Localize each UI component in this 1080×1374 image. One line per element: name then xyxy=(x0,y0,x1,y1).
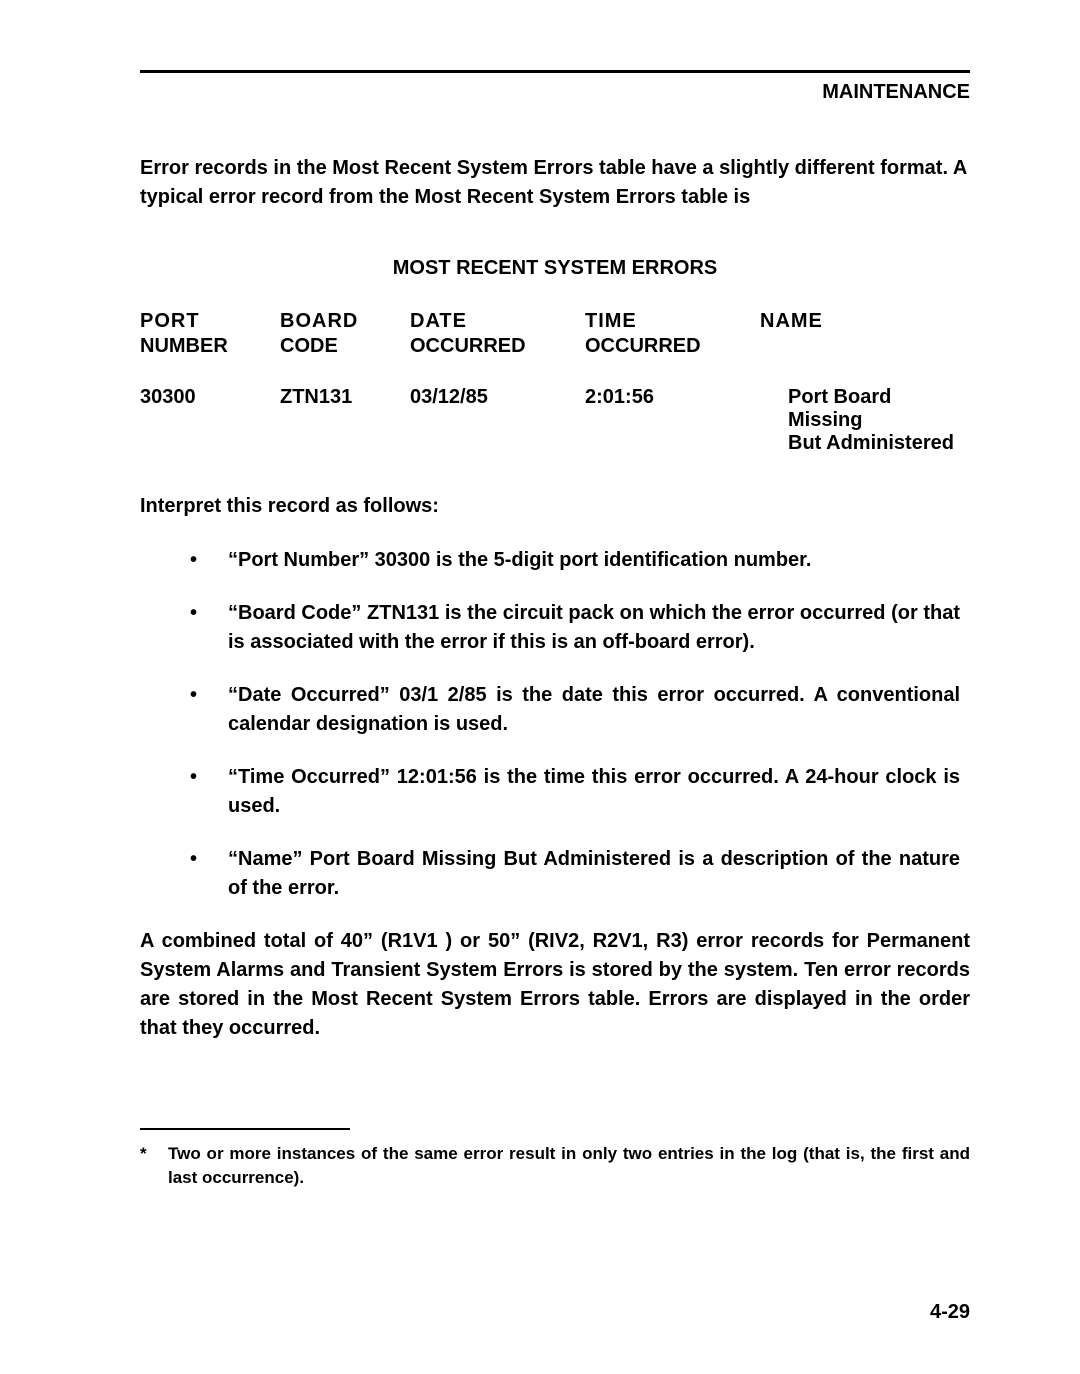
table-title: MOST RECENT SYSTEM ERRORS xyxy=(140,257,970,280)
list-item: • “Time Occurred” 12:01:56 is the time t… xyxy=(190,763,960,821)
interpret-label: Interpret this record as follows: xyxy=(140,495,970,518)
intro-paragraph: Error records in the Most Recent System … xyxy=(140,154,970,212)
col-name-sub xyxy=(760,335,970,358)
cell-name-line2: But Administered xyxy=(760,432,970,455)
footnote-rule xyxy=(140,1128,350,1130)
col-date: DATE xyxy=(410,310,585,333)
cell-time: 2:01:56 xyxy=(585,386,760,455)
col-date-sub: OCCURRED xyxy=(410,335,585,358)
list-item: • “Date Occurred” 03/1 2/85 is the date … xyxy=(190,681,960,739)
cell-name-line1: Port Board Missing xyxy=(760,386,970,432)
col-port: PORT xyxy=(140,310,280,333)
table-subheader-row: NUMBER CODE OCCURRED OCCURRED xyxy=(140,335,970,358)
col-board: BOARD xyxy=(280,310,410,333)
footnote: * Two or more instances of the same erro… xyxy=(140,1142,970,1190)
bullet-text: “Time Occurred” 12:01:56 is the time thi… xyxy=(228,763,960,821)
table-data-row: 30300 ZTN131 03/12/85 2:01:56 Port Board… xyxy=(140,386,970,455)
bullet-text: “Port Number” 30300 is the 5-digit port … xyxy=(228,546,960,575)
bullet-list: • “Port Number” 30300 is the 5-digit por… xyxy=(190,546,960,903)
col-time-sub: OCCURRED xyxy=(585,335,760,358)
bullet-icon: • xyxy=(190,546,228,575)
header-section-label: MAINTENANCE xyxy=(140,81,970,104)
bullet-icon: • xyxy=(190,681,228,739)
bullet-icon: • xyxy=(190,845,228,903)
table-header-row: PORT BOARD DATE TIME NAME xyxy=(140,310,970,333)
bullet-icon: • xyxy=(190,763,228,821)
cell-board: ZTN131 xyxy=(280,386,410,455)
cell-date: 03/12/85 xyxy=(410,386,585,455)
closing-paragraph: A combined total of 40” (R1V1 ) or 50” (… xyxy=(140,927,970,1043)
col-time: TIME xyxy=(585,310,760,333)
col-board-sub: CODE xyxy=(280,335,410,358)
bullet-text: “Name” Port Board Missing But Administer… xyxy=(228,845,960,903)
bullet-icon: • xyxy=(190,599,228,657)
list-item: • “Board Code” ZTN131 is the circuit pac… xyxy=(190,599,960,657)
list-item: • “Name” Port Board Missing But Administ… xyxy=(190,845,960,903)
col-port-sub: NUMBER xyxy=(140,335,280,358)
page: MAINTENANCE Error records in the Most Re… xyxy=(0,0,1080,1374)
bullet-text: “Board Code” ZTN131 is the circuit pack … xyxy=(228,599,960,657)
page-number: 4-29 xyxy=(930,1301,970,1324)
col-name: NAME xyxy=(760,310,970,333)
cell-name: Port Board Missing But Administered xyxy=(760,386,970,455)
cell-port: 30300 xyxy=(140,386,280,455)
header-rule xyxy=(140,70,970,73)
footnote-text: Two or more instances of the same error … xyxy=(168,1142,970,1190)
list-item: • “Port Number” 30300 is the 5-digit por… xyxy=(190,546,960,575)
footnote-mark: * xyxy=(140,1142,168,1190)
bullet-text: “Date Occurred” 03/1 2/85 is the date th… xyxy=(228,681,960,739)
